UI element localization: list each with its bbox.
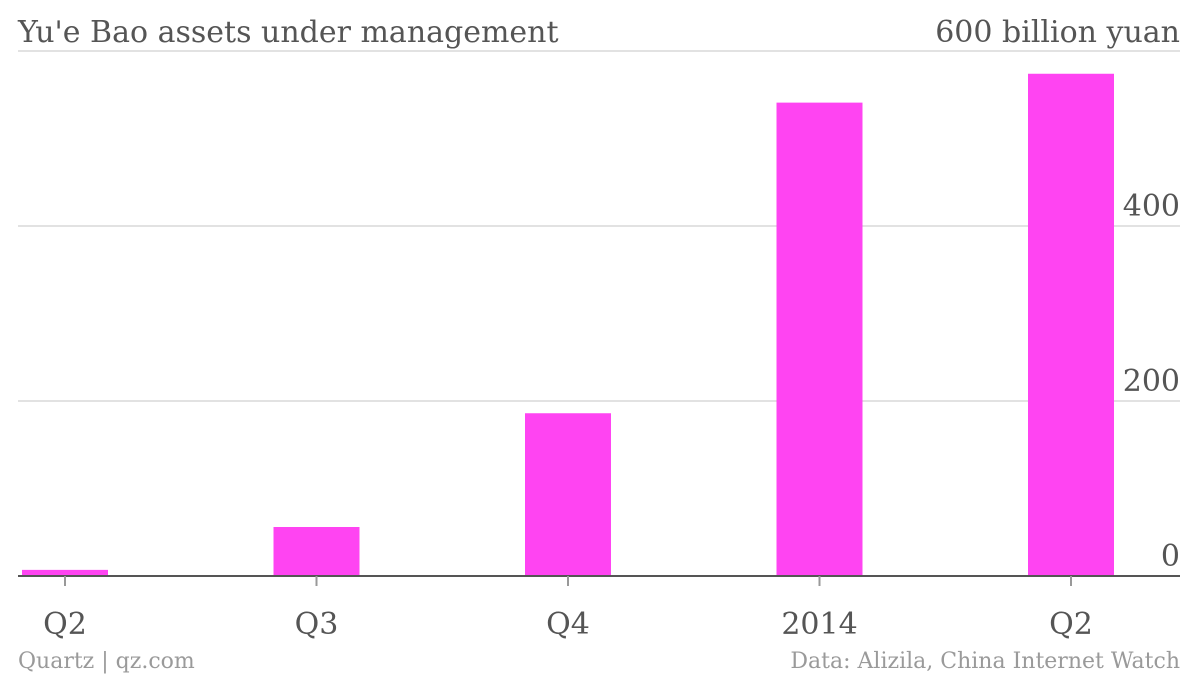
source-text: Data: Alizila, China Internet Watch [790, 649, 1180, 674]
bar [525, 413, 611, 576]
x-tick-label: 2014 [781, 607, 857, 642]
y-axis-ticks: 0 200 400 [1123, 189, 1180, 574]
x-tick-label: Q4 [546, 607, 590, 642]
gridlines [18, 50, 1180, 402]
x-tick-label: Q3 [295, 607, 339, 642]
x-axis-ticks: Q2 Q3 Q4 2014 Q2 [43, 576, 1093, 642]
x-tick-label: Q2 [1049, 607, 1093, 642]
y-tick-label: 0 [1161, 539, 1180, 574]
bar [776, 102, 863, 576]
bar [1028, 73, 1114, 576]
chart-title: Yu'e Bao assets under management [17, 15, 559, 50]
bar [22, 569, 108, 576]
bars [22, 73, 1114, 576]
y-tick-label: 400 [1123, 189, 1180, 224]
credit-text: Quartz | qz.com [18, 649, 195, 674]
bar [273, 527, 360, 576]
unit-label: 600 billion yuan [935, 15, 1180, 50]
x-tick-label: Q2 [43, 607, 87, 642]
y-tick-label: 200 [1123, 364, 1180, 399]
